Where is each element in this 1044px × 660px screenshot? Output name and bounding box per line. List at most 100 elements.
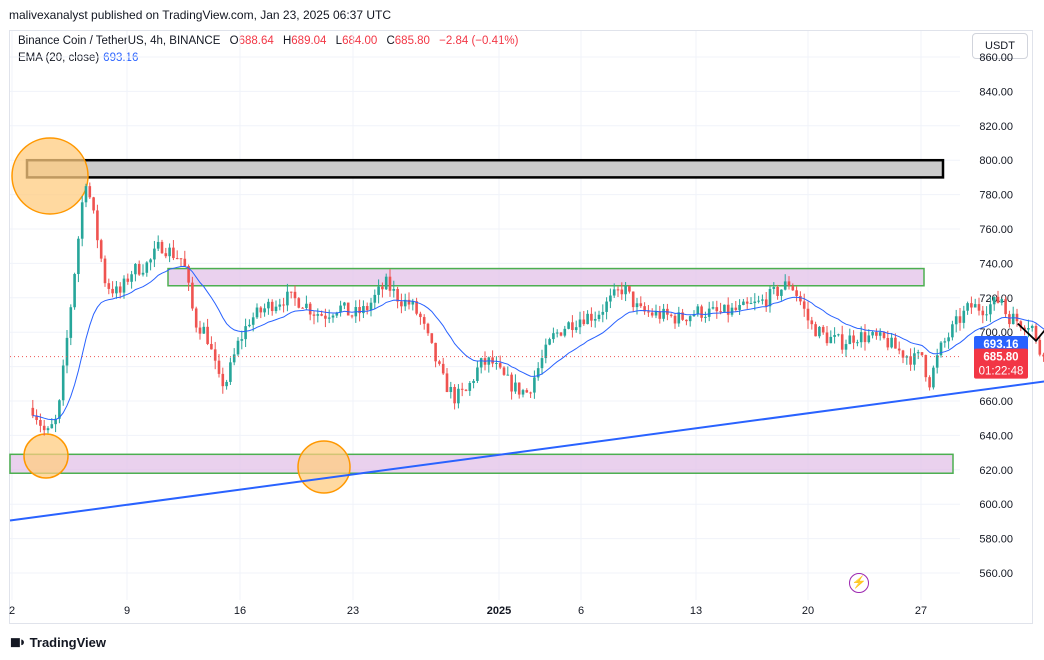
candle-body	[1030, 325, 1034, 329]
candle-body	[1004, 299, 1007, 315]
candle-body	[989, 304, 992, 315]
candle-body	[825, 332, 829, 344]
y-axis-tick-label: 780.00	[979, 190, 1013, 202]
candle-body	[73, 274, 76, 308]
candle-body	[996, 296, 1000, 303]
candle-body	[358, 307, 361, 314]
candle-body	[840, 334, 844, 350]
candle-body	[491, 357, 494, 364]
candle-body	[624, 286, 627, 295]
candle-body	[415, 301, 418, 314]
open-value: 688.64	[238, 35, 274, 47]
candle-body	[654, 311, 658, 316]
candle-body	[324, 315, 327, 319]
zone-support-bottom	[9, 453, 954, 474]
candle-body	[673, 315, 677, 324]
candle-body	[449, 386, 453, 393]
candle-body	[339, 305, 342, 313]
x-axis-tick-label: 2	[9, 605, 15, 617]
candle-body	[369, 302, 373, 311]
x-axis-tick-label: 9	[124, 605, 130, 617]
candle-body	[384, 276, 388, 290]
candle-body	[270, 301, 274, 312]
y-axis-tick-label: 740.00	[979, 258, 1013, 270]
candle-body	[472, 380, 475, 384]
candle-body	[84, 186, 88, 203]
candle-body	[506, 374, 510, 376]
high-label: H	[282, 35, 292, 47]
candle-body	[901, 350, 905, 358]
candle-body	[814, 324, 817, 337]
candle-body	[973, 304, 977, 308]
candle-body	[50, 424, 54, 429]
candle-body	[327, 317, 331, 319]
candle-body	[783, 281, 787, 290]
candle-body	[65, 337, 69, 366]
candle-body	[403, 299, 407, 307]
candle-body	[365, 306, 369, 311]
candle-body	[939, 342, 943, 356]
candle-body	[951, 324, 954, 338]
ascending-trendline	[9, 380, 1044, 522]
candle-body	[202, 326, 206, 334]
candle-body	[837, 334, 840, 336]
ema-label[interactable]: EMA (20, close)	[18, 52, 100, 64]
candles	[31, 182, 1044, 436]
candle-body	[593, 318, 597, 321]
projection-path	[1017, 322, 1044, 343]
symbol-title[interactable]: Binance Coin / TetherUS, 4h, BINANCE	[18, 35, 221, 47]
candle-body	[495, 362, 498, 364]
candle-body	[818, 326, 821, 337]
candle-body	[373, 294, 377, 303]
candle-body	[658, 311, 662, 319]
candle-body	[320, 314, 323, 316]
candle-body	[1027, 328, 1030, 330]
candle-body	[552, 333, 555, 340]
y-axis-tick-label: 820.00	[979, 121, 1013, 133]
tradingview-footer[interactable]: ◼◗ TradingView	[10, 634, 106, 650]
candle-body	[749, 303, 753, 305]
candle-body	[548, 339, 551, 345]
candle-body	[1042, 354, 1044, 357]
high-value: 689.04	[291, 35, 327, 47]
candle-body	[700, 306, 703, 318]
candle-body	[118, 286, 122, 293]
currency-button[interactable]: USDT	[972, 33, 1028, 59]
candle-body	[597, 314, 601, 319]
candle-body	[757, 300, 760, 302]
high-marker-circle	[11, 137, 89, 215]
lightning-icon[interactable]: ⚡	[849, 573, 869, 593]
candle-body	[248, 324, 251, 327]
candle-body	[103, 258, 107, 284]
candle-body	[821, 326, 825, 333]
candle-body	[221, 373, 225, 387]
candle-body	[464, 389, 468, 391]
candle-body	[533, 377, 536, 393]
candle-body	[263, 308, 266, 313]
candle-body	[612, 289, 616, 296]
candle-body	[844, 344, 848, 350]
candle-body	[35, 415, 38, 421]
candle-body	[107, 283, 111, 289]
candle-body	[890, 337, 893, 348]
candle-body	[985, 314, 988, 316]
candle-body	[913, 353, 916, 365]
zone-resistance-mid	[167, 267, 925, 287]
candle-body	[764, 299, 768, 307]
candle-body	[707, 308, 711, 317]
y-axis-tick-label: 860.00	[979, 52, 1013, 64]
low-value: 684.00	[342, 35, 378, 47]
candle-body	[145, 262, 149, 273]
candle-body	[331, 315, 335, 318]
candle-body	[590, 313, 593, 321]
candle-body	[141, 272, 145, 275]
candle-body	[514, 382, 517, 392]
candle-body	[650, 312, 654, 316]
candle-body	[730, 307, 734, 315]
candle-body	[920, 352, 924, 356]
candle-body	[225, 381, 228, 387]
zone-resistance-top	[25, 158, 945, 179]
candle-body	[772, 287, 776, 289]
y-axis-tick-label: 620.00	[979, 465, 1013, 477]
